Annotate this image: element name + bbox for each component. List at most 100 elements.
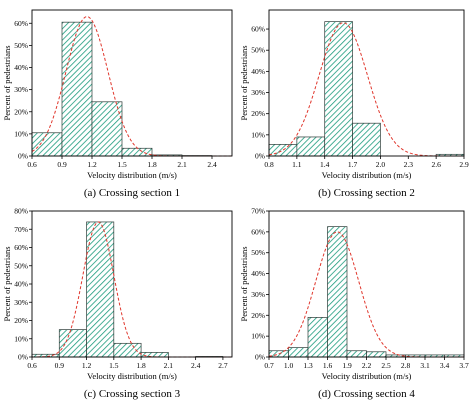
y-axis-title: Percent of pedestrians xyxy=(2,246,12,321)
histogram-bar xyxy=(58,329,87,358)
x-tick-label: 0.6 xyxy=(27,361,37,370)
x-tick-label: 2.3 xyxy=(404,160,414,169)
x-tick-label: 2.0 xyxy=(376,160,386,169)
x-tick-label: 1.8 xyxy=(147,160,157,169)
y-tick-label: 10% xyxy=(251,332,265,341)
y-tick-label: 60% xyxy=(251,227,265,236)
y-tick-label: 30% xyxy=(251,290,265,299)
x-tick-label: 0.9 xyxy=(55,361,65,370)
histogram-bar xyxy=(346,350,367,358)
x-tick-label: 1.2 xyxy=(87,160,97,169)
y-tick-label: 80% xyxy=(14,207,28,216)
x-tick-label: 2.8 xyxy=(401,361,411,370)
chart-panel: 0% 10% 20% 30% 40% 50% 60% 0.8 1.1 1.4 1.7 2.0 2.3 2.… xyxy=(239,9,469,199)
x-tick-label: 1.5 xyxy=(109,361,119,370)
y-tick-label: 50% xyxy=(14,261,28,270)
plot-frame xyxy=(268,9,465,157)
x-tick-label: 3.7 xyxy=(459,361,469,370)
histogram-bar xyxy=(268,144,298,157)
y-tick-label: 20% xyxy=(14,316,28,325)
x-tick-label: 2.1 xyxy=(177,160,187,169)
histogram-bar xyxy=(324,21,353,157)
histogram-bar xyxy=(352,122,381,157)
x-tick-label: 2.2 xyxy=(362,361,372,370)
y-tick-label: 30% xyxy=(251,88,265,97)
y-tick-label: 0% xyxy=(18,353,28,362)
x-axis-title: Velocity distribution (m/s) xyxy=(322,170,412,180)
histogram-bar xyxy=(288,347,309,358)
x-tick-label: 1.6 xyxy=(323,361,333,370)
y-tick-label: 0% xyxy=(18,152,28,161)
histogram-bar xyxy=(61,21,93,157)
x-axis-title: Velocity distribution (m/s) xyxy=(322,371,412,381)
y-tick-label: 50% xyxy=(14,41,28,50)
y-tick-label: 30% xyxy=(14,85,28,94)
x-tick-label: 2.4 xyxy=(207,160,217,169)
y-tick-label: 40% xyxy=(14,280,28,289)
x-tick-label: 0.6 xyxy=(27,160,37,169)
y-tick-label: 30% xyxy=(14,298,28,307)
y-tick-label: 50% xyxy=(251,46,265,55)
y-tick-label: 40% xyxy=(14,63,28,72)
panel-caption: (c) Crossing section 3 xyxy=(84,388,181,400)
x-tick-label: 1.1 xyxy=(292,160,302,169)
y-tick-label: 20% xyxy=(251,311,265,320)
y-axis-title: Percent of pedestrians xyxy=(239,45,249,120)
y-tick-label: 70% xyxy=(251,207,265,216)
y-tick-label: 40% xyxy=(251,67,265,76)
x-tick-label: 1.2 xyxy=(82,361,92,370)
y-tick-label: 70% xyxy=(14,225,28,234)
y-tick-label: 0% xyxy=(255,152,265,161)
x-tick-label: 2.5 xyxy=(381,361,391,370)
histogram-bar xyxy=(86,221,115,358)
x-tick-label: 0.9 xyxy=(57,160,67,169)
chart-panel: 0% 10% 20% 30% 40% 50% 60% 0.6 0.9 1.2 1.5 1.8 2.1 2.… xyxy=(2,9,233,199)
y-tick-label: 60% xyxy=(14,243,28,252)
histogram-bar xyxy=(307,317,328,358)
x-tick-label: 1.5 xyxy=(117,160,127,169)
y-axis-title: Percent of pedestrians xyxy=(2,45,12,120)
x-tick-label: 0.7 xyxy=(264,361,274,370)
histogram-bar xyxy=(31,132,63,157)
y-tick-label: 60% xyxy=(251,25,265,34)
x-tick-label: 2.4 xyxy=(191,361,201,370)
y-tick-label: 0% xyxy=(255,353,265,362)
y-tick-label: 60% xyxy=(14,19,28,28)
histogram-bar xyxy=(140,352,169,358)
chart-panel: 0% 10% 20% 30% 40% 50% 60% 70% 80% 0.6 0.9 1.2 1.5 1.… xyxy=(2,207,233,400)
x-tick-label: 0.8 xyxy=(264,160,274,169)
y-axis-title: Percent of pedestrians xyxy=(239,246,249,321)
panel-caption: (d) Crossing section 4 xyxy=(318,388,415,400)
histogram-bar xyxy=(327,226,348,358)
chart-panel: 0% 10% 20% 30% 40% 50% 60% 70% 0.7 1.0 1.3 1.6 1.9 2.… xyxy=(239,207,469,401)
x-tick-label: 1.4 xyxy=(320,160,330,169)
y-tick-label: 10% xyxy=(251,130,265,139)
x-tick-label: 1.7 xyxy=(348,160,358,169)
histogram-bar xyxy=(296,136,326,157)
x-axis-title: Velocity distribution (m/s) xyxy=(87,170,177,180)
x-tick-label: 3.4 xyxy=(440,361,450,370)
y-tick-label: 50% xyxy=(251,248,265,257)
histogram-bar xyxy=(366,351,387,358)
x-tick-label: 2.7 xyxy=(218,361,228,370)
y-tick-label: 20% xyxy=(14,107,28,116)
plot-frame xyxy=(268,210,465,358)
x-tick-label: 1.0 xyxy=(284,361,294,370)
y-tick-label: 10% xyxy=(14,129,28,138)
x-tick-label: 2.9 xyxy=(459,160,469,169)
plot-frame xyxy=(31,9,233,157)
histogram-bar xyxy=(113,342,142,358)
histogram-bar xyxy=(121,147,153,157)
x-tick-label: 1.3 xyxy=(303,361,313,370)
normal-fit-curve xyxy=(268,231,464,358)
x-axis-title: Velocity distribution (m/s) xyxy=(87,371,177,381)
panel-caption: (a) Crossing section 1 xyxy=(84,187,180,199)
y-tick-label: 20% xyxy=(251,109,265,118)
x-tick-label: 2.6 xyxy=(431,160,441,169)
x-tick-label: 1.8 xyxy=(136,361,146,370)
x-tick-label: 3.1 xyxy=(420,361,430,370)
y-tick-label: 10% xyxy=(14,334,28,343)
x-tick-label: 1.9 xyxy=(342,361,352,370)
panel-caption: (b) Crossing section 2 xyxy=(318,187,415,199)
